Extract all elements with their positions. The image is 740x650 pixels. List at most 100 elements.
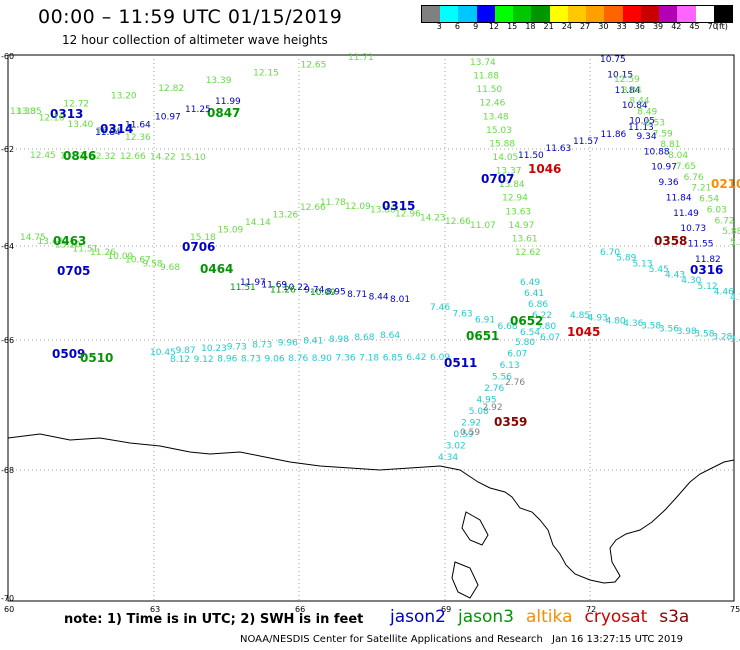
satellite-name-jason2: jason2 [390,607,446,627]
swh-value: 8.68 [354,333,374,343]
lon-tick-label: 75 [730,605,740,614]
legend-swatch [622,6,641,22]
swh-value: 12.09 [345,202,371,212]
map-subtitle: 12 hour collection of altimeter wave hei… [62,33,328,47]
map-title: 00:00 – 11:59 UTC 01/15/2019 [38,6,343,28]
legend-label: 45 [689,22,700,31]
swh-value: 12.32 [90,152,116,162]
swh-value: 9.87 [176,346,196,356]
swh-value: 13.26 [96,127,122,137]
lat-tick-label: -64 [1,242,14,251]
satellite-name-s3a: s3a [659,607,690,627]
legend-label: 39 [652,22,664,31]
swh-value: 6.22 [532,311,552,321]
swh-value: 15.03 [486,126,512,136]
lat-tick-label: -70 [1,594,14,603]
swh-value: 4.36 [623,319,643,329]
swh-value: 15.88 [489,139,515,149]
swh-value: 6.41 [524,289,544,299]
swh-value: 3.58 [694,330,714,340]
footer-note: note: 1) Time is in UTC; 2) SWH is in fe… [64,612,364,627]
legend-label: 70 [707,22,718,31]
legend-swatch [567,6,587,22]
legend-label: 21 [543,22,554,31]
swh-value: 9.58 [143,259,163,269]
swh-value: 7.21 [691,184,711,194]
swh-value: 8.98 [329,335,349,345]
swh-value: 11.50 [518,151,544,161]
swh-value: 6.85 [383,353,403,363]
track-time-label: 0358 [654,234,687,248]
swh-value: 11.84 [95,128,121,138]
legend-swatch [604,6,623,22]
legend-swatch [695,6,714,22]
swh-value: 12.36 [125,133,151,143]
swh-value: 4.85 [570,311,590,321]
lat-tick-label: -60 [1,52,14,61]
swh-value: 10.09 [310,288,336,298]
swh-value: 14.22 [150,153,176,163]
legend-swatch [440,6,459,22]
coastline [7,433,735,584]
legend-swatch [586,6,605,22]
swh-value: 8.44 [630,97,650,107]
swh-value: 0.59 [460,428,480,438]
swh-value: 11.84 [666,194,692,204]
track-time-label: 0706 [182,240,215,254]
swh-value: 3.02 [446,442,466,452]
swh-value: 9.73 [227,342,247,352]
track-time-label: 0847 [207,106,240,120]
track-time-label: 0509 [52,347,85,361]
legend-swatch [713,6,732,22]
lon-tick-label: 60 [4,605,14,614]
island-outline [461,511,489,546]
swh-value: 8.49 [637,108,657,118]
swh-value: 14.75 [20,233,46,243]
swh-value: 2.76 [505,378,525,388]
swh-value: 13.63 [505,207,531,217]
swh-value: 7.59 [653,129,673,139]
swh-value: 11.51 [73,244,99,254]
swh-value: 6.54 [699,195,719,205]
swh-value: 11.07 [470,221,496,231]
swh-value: 10.84 [622,101,648,111]
track-time-label: 0464 [200,262,233,276]
swh-value: 0.59 [453,430,473,440]
swh-value: 15.20 [55,241,81,251]
swh-value: 12.96 [395,210,421,220]
swh-value: 11.49 [673,209,699,219]
swh-value: 13.48 [483,112,509,122]
satellite-name-jason3: jason3 [458,607,514,627]
legend-swatch [640,6,660,22]
swh-value: 9.12 [194,355,214,365]
swh-value: 6.76 [684,173,704,183]
legend-swatch [422,6,441,22]
swh-value: 11.82 [695,255,721,265]
swh-value: 10.09 [108,252,134,262]
swh-value: 8.41 [303,337,323,347]
lon-tick-label: 69 [441,605,451,614]
swh-value: 12.94 [502,194,528,204]
swh-value: 13.86 [370,206,396,216]
track-time-label: 0510 [80,351,113,365]
swh-value: 11.50 [476,85,502,95]
legend-label: 30 [598,22,609,31]
swh-value: 8.44 [369,293,389,303]
swh-value: 3.56 [659,324,679,334]
swh-value: 7.65 [676,162,696,172]
swh-value: 4.30 [681,276,701,286]
swh-value: 10.05 [629,117,655,127]
swh-value: 6.03 [707,205,727,215]
swh-value: 14.23 [420,213,446,223]
swh-value: 5.45 [649,265,669,275]
track-time-label: 0652 [510,314,543,328]
swh-value: 11.71 [348,53,374,63]
legend-label: 27 [580,22,591,31]
satellite-name-altika: altika [526,607,573,627]
swh-value: 13.38 [10,107,36,117]
swh-value: 9.96 [278,339,298,349]
swh-value: 12.16 [39,114,65,124]
swh-value: 12.82 [158,84,184,94]
track-time-label: 0511 [444,356,477,370]
